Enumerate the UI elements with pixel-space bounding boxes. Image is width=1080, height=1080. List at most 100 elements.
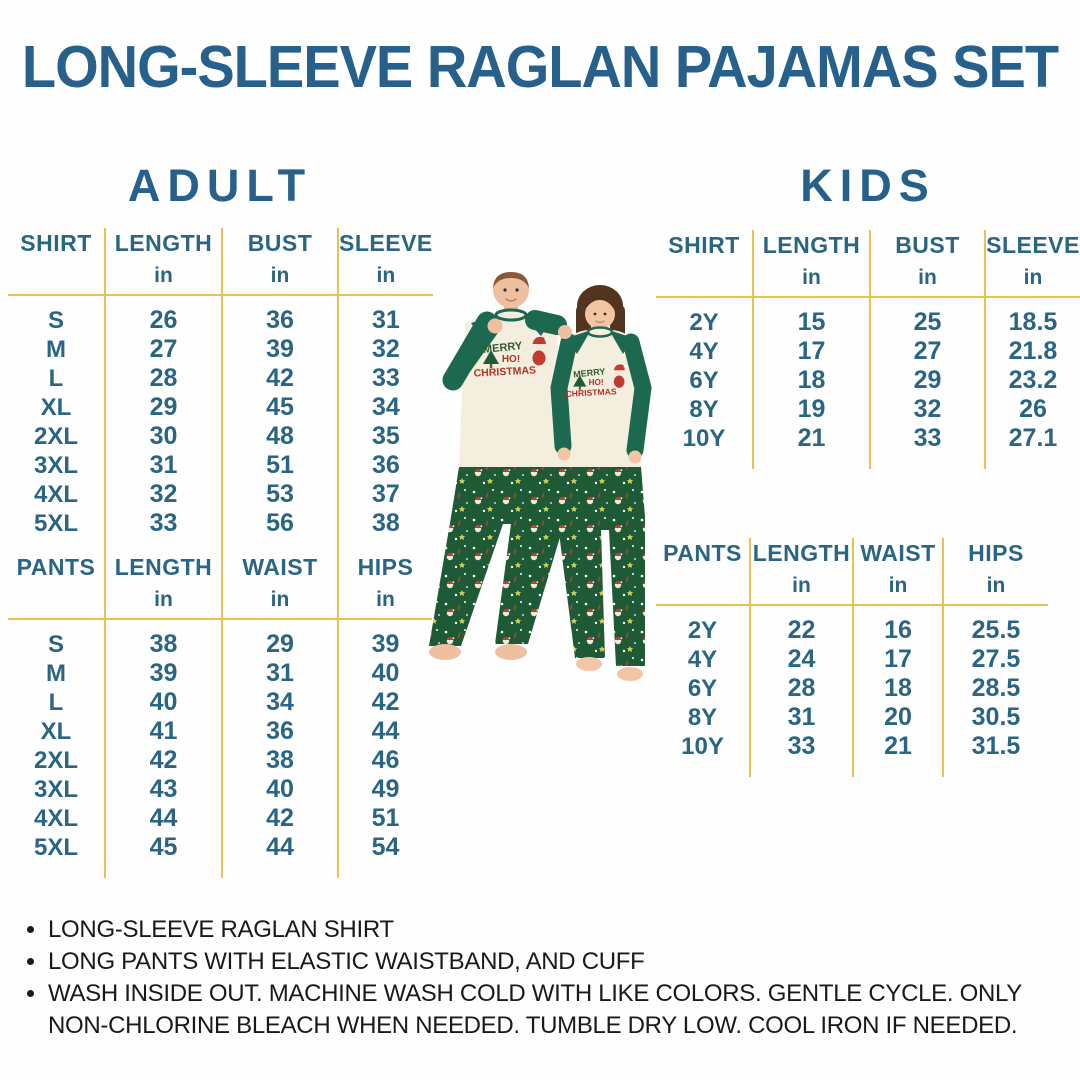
man-pajama-pants — [429, 467, 566, 646]
size-cell: 8Y — [689, 395, 719, 423]
value-cell: 27.1 — [984, 424, 1080, 453]
value-cell: 44 — [337, 717, 432, 746]
col-header-sleeve: SLEEVE in — [984, 230, 1080, 298]
adult-shirt-size-table: SHIRT LENGTH in BUST in SLEEVE in S 26 36 31 M 2… — [8, 228, 433, 554]
value-cell: 31 — [104, 451, 222, 480]
col-header-bust: BUST in — [221, 228, 338, 296]
value-cell: 36 — [337, 451, 433, 480]
adult-shirt-table-body: S 26 36 31 M 27 39 32 L 28 42 33 XL 29 45 34 2XL 30 48 35 3X… — [8, 295, 433, 554]
col-header-length: LENGTH in — [749, 538, 853, 606]
value-cell: 48 — [221, 422, 338, 451]
value-cell: 17 — [852, 645, 943, 674]
table-header-row: SHIRT LENGTH in BUST in SLEEVE in — [656, 230, 1080, 298]
value-cell: 26 — [104, 295, 222, 335]
table-row: M 39 31 40 — [8, 659, 432, 688]
table-tail-cell — [104, 538, 222, 554]
size-cell: 6Y — [689, 366, 719, 394]
woman-figure: MERRY HO! CHRISTMAS — [550, 285, 652, 681]
value-cell: 30.5 — [942, 703, 1048, 732]
table-row: 4XL 32 53 37 — [8, 480, 433, 509]
value-cell: 39 — [337, 619, 432, 659]
value-cell: 29 — [104, 393, 222, 422]
product-photo: MERRY HO! CHRISTMAS — [429, 272, 652, 681]
table-tail-cell — [749, 761, 853, 777]
care-note: LONG PANTS WITH ELASTIC WAISTBAND, AND C… — [48, 946, 1064, 978]
value-cell: 33 — [104, 509, 222, 538]
kids-shirt-table-body: 2Y 15 25 18.5 4Y 17 27 21.8 6Y 18 29 23.2 8Y 19 32 26 10… — [656, 297, 1080, 469]
table-row: 2XL 30 48 35 — [8, 422, 433, 451]
value-cell: 33 — [337, 364, 433, 393]
table-header-row: PANTS LENGTH in WAIST in HIPS in — [656, 538, 1048, 606]
size-cell: 2Y — [687, 616, 718, 644]
table-row: L 28 42 33 — [8, 364, 433, 393]
value-cell: 43 — [104, 775, 222, 804]
woman-pajama-pants — [557, 467, 645, 666]
value-cell: 51 — [221, 451, 338, 480]
value-cell: 40 — [104, 688, 222, 717]
table-row: 8Y 19 32 26 — [656, 395, 1080, 424]
value-cell: 29 — [221, 619, 338, 659]
col-header-pants: PANTS — [8, 552, 105, 620]
value-cell: 27 — [104, 335, 222, 364]
size-cell: 10Y — [681, 732, 724, 760]
table-row: 10Y 21 33 27.1 — [656, 424, 1080, 453]
value-cell: 18 — [852, 674, 943, 703]
value-cell: 27.5 — [942, 645, 1048, 674]
value-cell: 28 — [749, 674, 853, 703]
value-cell: 42 — [104, 746, 222, 775]
table-tail-cell — [337, 862, 432, 878]
table-row: M 27 39 32 — [8, 335, 433, 364]
table-tail-cell — [984, 453, 1080, 469]
table-tail-cell — [656, 761, 750, 777]
table-tail-cell — [337, 538, 433, 554]
value-cell: 24 — [749, 645, 853, 674]
table-tail-row — [8, 862, 432, 878]
value-cell: 51 — [337, 804, 432, 833]
value-cell: 16 — [852, 605, 943, 645]
table-row: XL 41 36 44 — [8, 717, 432, 746]
value-cell: 41 — [104, 717, 222, 746]
col-header-waist: WAIST in — [221, 552, 338, 620]
table-row: 5XL 45 44 54 — [8, 833, 432, 862]
shirt-graphic-text: MERRY — [483, 340, 524, 356]
size-cell: M — [46, 335, 66, 363]
size-cell: 4Y — [687, 645, 718, 673]
value-cell: 42 — [221, 804, 338, 833]
shirt-graphic-text: CHRISTMAS — [473, 364, 536, 379]
col-header-bust: BUST in — [869, 230, 985, 298]
col-header-waist: WAIST in — [852, 538, 943, 606]
size-cell: L — [48, 688, 64, 716]
kids-pants-table-body: 2Y 22 16 25.5 4Y 24 17 27.5 6Y 28 18 28.5 8Y 31 20 30.5… — [656, 605, 1048, 777]
col-header-length: LENGTH in — [752, 230, 870, 298]
table-row: XL 29 45 34 — [8, 393, 433, 422]
size-cell: 3XL — [33, 775, 78, 803]
value-cell: 28.5 — [942, 674, 1048, 703]
value-cell: 36 — [221, 717, 338, 746]
value-cell: 34 — [221, 688, 338, 717]
value-cell: 42 — [221, 364, 338, 393]
table-tail-cell — [221, 862, 338, 878]
value-cell: 31.5 — [942, 732, 1048, 761]
value-cell: 23.2 — [984, 366, 1080, 395]
table-tail-cell — [942, 761, 1048, 777]
size-cell: 5XL — [33, 509, 78, 537]
value-cell: 45 — [221, 393, 338, 422]
table-tail-row — [8, 538, 433, 554]
size-cell: XL — [40, 717, 72, 745]
value-cell: 32 — [869, 395, 985, 424]
table-tail-cell — [752, 453, 870, 469]
value-cell: 25 — [869, 297, 985, 337]
value-cell: 20 — [852, 703, 943, 732]
col-header-sleeve: SLEEVE in — [337, 228, 433, 296]
value-cell: 56 — [221, 509, 338, 538]
value-cell: 21 — [852, 732, 943, 761]
value-cell: 31 — [337, 295, 433, 335]
size-cell: 8Y — [687, 703, 718, 731]
table-row: 6Y 28 18 28.5 — [656, 674, 1048, 703]
value-cell: 53 — [221, 480, 338, 509]
size-cell: 4Y — [689, 337, 719, 365]
table-tail-cell — [869, 453, 985, 469]
table-tail-cell — [852, 761, 943, 777]
table-row: L 40 34 42 — [8, 688, 432, 717]
size-cell: L — [48, 364, 64, 392]
